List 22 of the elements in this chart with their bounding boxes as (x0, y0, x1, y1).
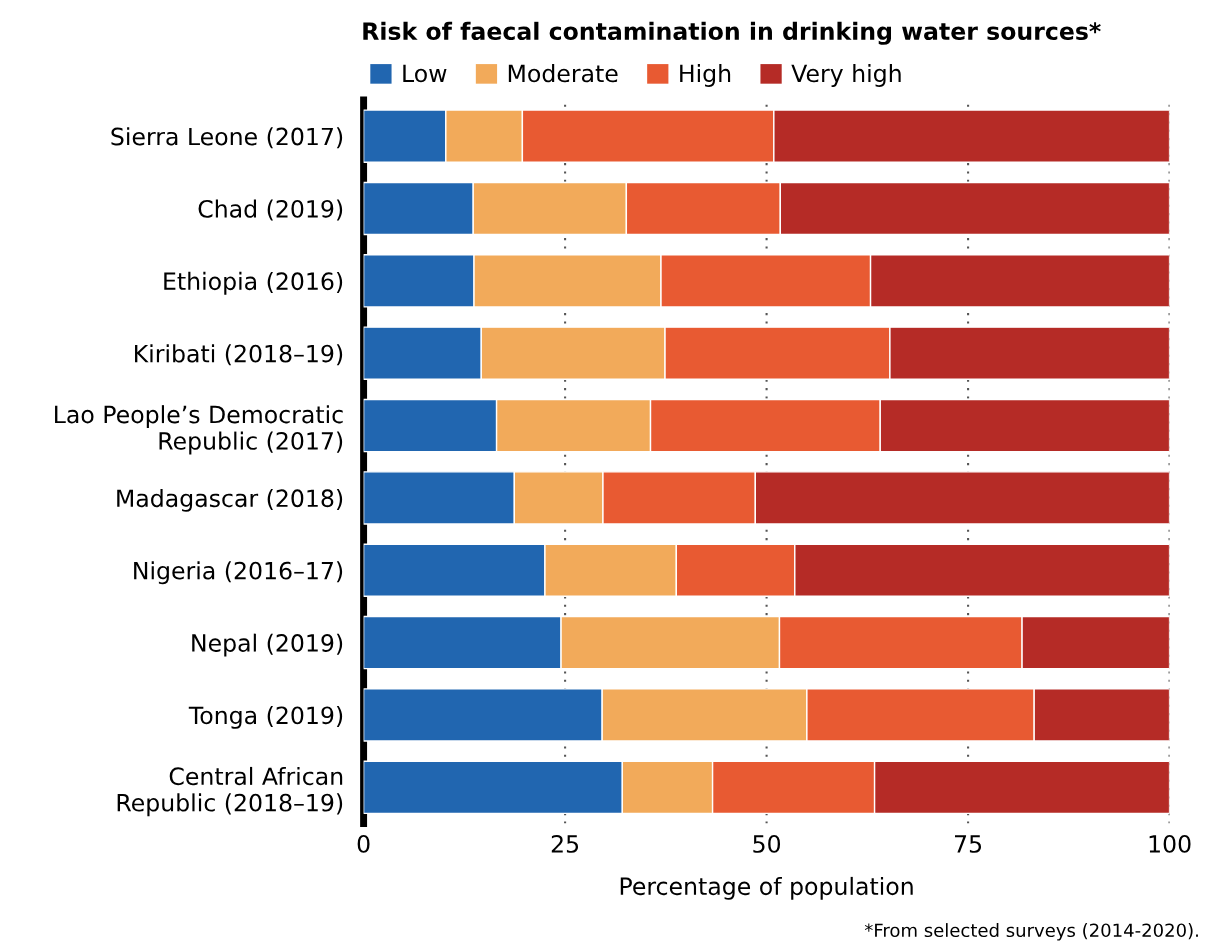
x-tick-label: 75 (955, 835, 982, 853)
legend-label: High (680, 64, 731, 87)
y-tick-label: Ethiopia (2016) (164, 271, 343, 295)
y-tick-label: Madagascar (2018) (117, 488, 343, 512)
x-tick-label: 100 (1149, 835, 1191, 853)
x-tick-label: 50 (753, 835, 781, 853)
x-tick-label: 0 (357, 835, 370, 853)
x-tick-label: 25 (551, 835, 579, 853)
text: *From selected surveys (2014-2020). (864, 923, 1198, 941)
chart-title: Risk of faecal contamination in drinking water sources* (363, 21, 1101, 45)
legend-label: Low (403, 64, 447, 83)
y-tick-label: Nigeria (2016–17) (134, 561, 343, 585)
y-tick-label: Sierra Leone (2017) (111, 127, 343, 149)
y-tick-label: Kiribati (2018–19) (135, 344, 343, 366)
y-tick-label: Chad (2019) (198, 199, 343, 221)
y-tick-label: Tonga (2019) (188, 706, 343, 729)
y-tick-label: Nepal (2019) (192, 633, 343, 657)
y-tick-label: Central African Republic (2018–19) (117, 766, 343, 817)
y-tick-label: Lao People’s Democratic Republic (2017) (55, 405, 343, 455)
legend-label: Moderate (508, 64, 618, 83)
legend-label: Very high (791, 64, 901, 87)
x-axis-title: Percentage of population (620, 876, 913, 900)
